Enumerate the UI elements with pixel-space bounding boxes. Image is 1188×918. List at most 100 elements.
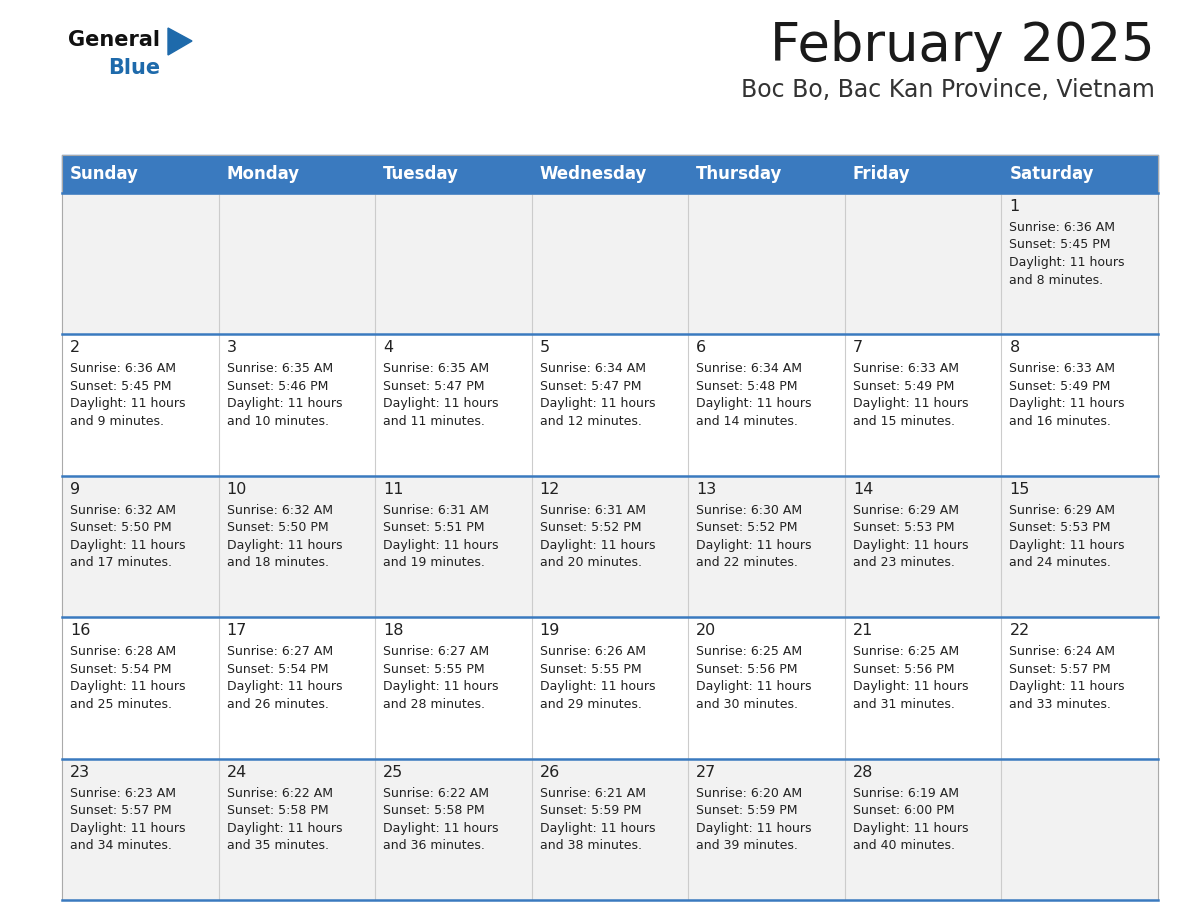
Text: Sunset: 5:55 PM: Sunset: 5:55 PM [384, 663, 485, 676]
Text: Daylight: 11 hours: Daylight: 11 hours [853, 680, 968, 693]
Text: Sunset: 5:47 PM: Sunset: 5:47 PM [539, 380, 642, 393]
Text: Sunset: 5:53 PM: Sunset: 5:53 PM [1010, 521, 1111, 534]
Text: Sunset: 5:56 PM: Sunset: 5:56 PM [696, 663, 798, 676]
Text: Daylight: 11 hours: Daylight: 11 hours [696, 397, 811, 410]
Text: Sunset: 6:00 PM: Sunset: 6:00 PM [853, 804, 954, 817]
Text: 8: 8 [1010, 341, 1019, 355]
Text: and 8 minutes.: and 8 minutes. [1010, 274, 1104, 286]
Text: Sunrise: 6:35 AM: Sunrise: 6:35 AM [384, 363, 489, 375]
Text: and 25 minutes.: and 25 minutes. [70, 698, 172, 711]
Text: and 34 minutes.: and 34 minutes. [70, 839, 172, 852]
Text: Sunset: 5:59 PM: Sunset: 5:59 PM [539, 804, 642, 817]
Text: 17: 17 [227, 623, 247, 638]
Text: Saturday: Saturday [1010, 165, 1094, 183]
Text: Daylight: 11 hours: Daylight: 11 hours [384, 680, 499, 693]
Text: 7: 7 [853, 341, 862, 355]
Bar [62, 155, 1158, 193]
Text: 6: 6 [696, 341, 707, 355]
Text: and 22 minutes.: and 22 minutes. [696, 556, 798, 569]
Text: Sunset: 5:45 PM: Sunset: 5:45 PM [1010, 239, 1111, 252]
Text: and 28 minutes.: and 28 minutes. [384, 698, 485, 711]
Text: and 29 minutes.: and 29 minutes. [539, 698, 642, 711]
Text: and 10 minutes.: and 10 minutes. [227, 415, 329, 428]
Text: Blue: Blue [108, 58, 160, 78]
Text: Daylight: 11 hours: Daylight: 11 hours [227, 822, 342, 834]
Bar [62, 758, 1158, 900]
Text: Sunset: 5:56 PM: Sunset: 5:56 PM [853, 663, 954, 676]
Text: Sunset: 5:46 PM: Sunset: 5:46 PM [227, 380, 328, 393]
Text: Daylight: 11 hours: Daylight: 11 hours [384, 397, 499, 410]
Text: Sunset: 5:51 PM: Sunset: 5:51 PM [384, 521, 485, 534]
Text: and 14 minutes.: and 14 minutes. [696, 415, 798, 428]
Text: Daylight: 11 hours: Daylight: 11 hours [1010, 256, 1125, 269]
Text: Sunset: 5:49 PM: Sunset: 5:49 PM [1010, 380, 1111, 393]
Text: and 17 minutes.: and 17 minutes. [70, 556, 172, 569]
Text: Sunrise: 6:34 AM: Sunrise: 6:34 AM [696, 363, 802, 375]
Text: Sunset: 5:53 PM: Sunset: 5:53 PM [853, 521, 954, 534]
Text: and 18 minutes.: and 18 minutes. [227, 556, 329, 569]
Text: and 11 minutes.: and 11 minutes. [384, 415, 485, 428]
Text: Sunset: 5:54 PM: Sunset: 5:54 PM [227, 663, 328, 676]
Text: and 9 minutes.: and 9 minutes. [70, 415, 164, 428]
Text: and 12 minutes.: and 12 minutes. [539, 415, 642, 428]
Text: Sunrise: 6:36 AM: Sunrise: 6:36 AM [70, 363, 176, 375]
Text: Daylight: 11 hours: Daylight: 11 hours [70, 680, 185, 693]
Text: Sunrise: 6:35 AM: Sunrise: 6:35 AM [227, 363, 333, 375]
Text: Daylight: 11 hours: Daylight: 11 hours [539, 680, 656, 693]
Text: Boc Bo, Bac Kan Province, Vietnam: Boc Bo, Bac Kan Province, Vietnam [741, 78, 1155, 102]
Text: 5: 5 [539, 341, 550, 355]
Text: Sunrise: 6:26 AM: Sunrise: 6:26 AM [539, 645, 646, 658]
Text: Sunrise: 6:31 AM: Sunrise: 6:31 AM [539, 504, 646, 517]
Text: Sunrise: 6:29 AM: Sunrise: 6:29 AM [853, 504, 959, 517]
Text: Sunset: 5:59 PM: Sunset: 5:59 PM [696, 804, 798, 817]
Text: and 20 minutes.: and 20 minutes. [539, 556, 642, 569]
Text: Sunrise: 6:31 AM: Sunrise: 6:31 AM [384, 504, 489, 517]
Text: Sunset: 5:50 PM: Sunset: 5:50 PM [227, 521, 328, 534]
Text: 15: 15 [1010, 482, 1030, 497]
Text: Sunrise: 6:23 AM: Sunrise: 6:23 AM [70, 787, 176, 800]
Text: Sunrise: 6:28 AM: Sunrise: 6:28 AM [70, 645, 176, 658]
Text: General: General [68, 30, 160, 50]
Text: 13: 13 [696, 482, 716, 497]
Text: 4: 4 [384, 341, 393, 355]
Text: Daylight: 11 hours: Daylight: 11 hours [853, 822, 968, 834]
Text: Sunset: 5:57 PM: Sunset: 5:57 PM [1010, 663, 1111, 676]
Text: 3: 3 [227, 341, 236, 355]
Text: Daylight: 11 hours: Daylight: 11 hours [384, 539, 499, 552]
Text: and 35 minutes.: and 35 minutes. [227, 839, 329, 852]
Text: 22: 22 [1010, 623, 1030, 638]
Bar [62, 193, 1158, 334]
Text: Daylight: 11 hours: Daylight: 11 hours [853, 539, 968, 552]
Text: Daylight: 11 hours: Daylight: 11 hours [384, 822, 499, 834]
Text: Sunset: 5:45 PM: Sunset: 5:45 PM [70, 380, 171, 393]
Text: and 15 minutes.: and 15 minutes. [853, 415, 955, 428]
Bar [62, 476, 1158, 617]
Text: Sunrise: 6:27 AM: Sunrise: 6:27 AM [384, 645, 489, 658]
Text: Daylight: 11 hours: Daylight: 11 hours [696, 680, 811, 693]
Text: Sunrise: 6:30 AM: Sunrise: 6:30 AM [696, 504, 802, 517]
Text: 18: 18 [384, 623, 404, 638]
Text: 28: 28 [853, 765, 873, 779]
Text: Sunset: 5:54 PM: Sunset: 5:54 PM [70, 663, 171, 676]
Text: Sunset: 5:57 PM: Sunset: 5:57 PM [70, 804, 171, 817]
Text: Sunrise: 6:20 AM: Sunrise: 6:20 AM [696, 787, 802, 800]
Text: Sunset: 5:50 PM: Sunset: 5:50 PM [70, 521, 171, 534]
Text: 19: 19 [539, 623, 560, 638]
Text: Monday: Monday [227, 165, 299, 183]
Text: 10: 10 [227, 482, 247, 497]
Text: Daylight: 11 hours: Daylight: 11 hours [539, 539, 656, 552]
Text: and 16 minutes.: and 16 minutes. [1010, 415, 1111, 428]
Polygon shape [168, 28, 192, 55]
Text: Sunrise: 6:22 AM: Sunrise: 6:22 AM [384, 787, 489, 800]
Text: Sunrise: 6:32 AM: Sunrise: 6:32 AM [227, 504, 333, 517]
Text: and 30 minutes.: and 30 minutes. [696, 698, 798, 711]
Text: Sunset: 5:58 PM: Sunset: 5:58 PM [384, 804, 485, 817]
Text: Sunday: Sunday [70, 165, 139, 183]
Text: 24: 24 [227, 765, 247, 779]
Text: Wednesday: Wednesday [539, 165, 647, 183]
Text: Sunrise: 6:24 AM: Sunrise: 6:24 AM [1010, 645, 1116, 658]
Text: Sunset: 5:58 PM: Sunset: 5:58 PM [227, 804, 328, 817]
Text: and 31 minutes.: and 31 minutes. [853, 698, 955, 711]
Text: February 2025: February 2025 [770, 20, 1155, 72]
Text: Sunrise: 6:22 AM: Sunrise: 6:22 AM [227, 787, 333, 800]
